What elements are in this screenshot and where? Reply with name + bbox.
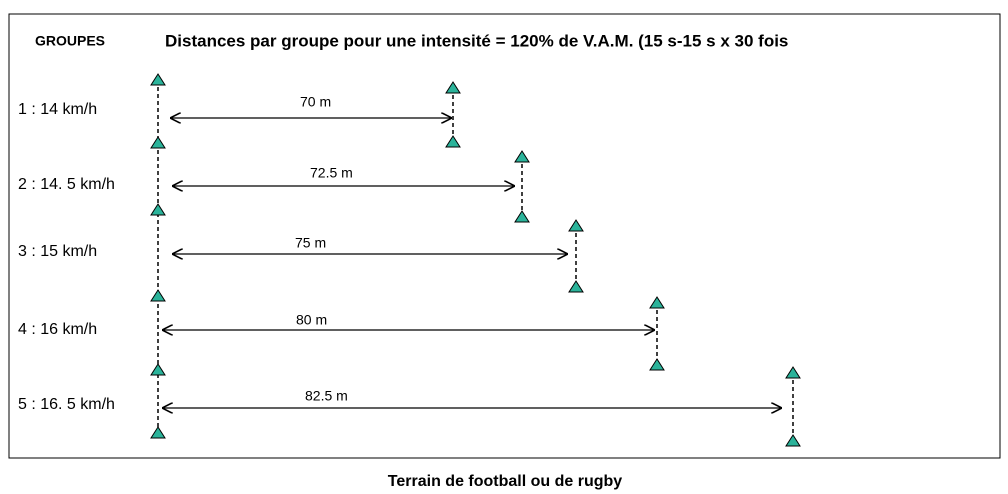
distance-label: 70 m bbox=[300, 94, 331, 110]
cone bbox=[150, 136, 166, 149]
distance-label: 72.5 m bbox=[310, 165, 353, 181]
group-label: 4 : 16 km/h bbox=[18, 321, 97, 338]
cone bbox=[150, 426, 166, 439]
group-label: 2 : 14. 5 km/h bbox=[18, 176, 115, 193]
cone bbox=[649, 358, 665, 371]
distance-label: 82.5 m bbox=[305, 388, 348, 404]
cone bbox=[514, 150, 530, 163]
cone bbox=[785, 434, 801, 447]
cone bbox=[568, 280, 584, 293]
column-header: GROUPES bbox=[35, 33, 105, 49]
footer: Terrain de football ou de rugby bbox=[388, 473, 622, 490]
cone bbox=[445, 135, 461, 148]
cone bbox=[150, 363, 166, 376]
cone bbox=[514, 210, 530, 223]
cone bbox=[785, 366, 801, 379]
distance-label: 80 m bbox=[296, 312, 327, 328]
distance-label: 75 m bbox=[295, 235, 326, 251]
cone bbox=[568, 219, 584, 232]
cone bbox=[150, 289, 166, 302]
cone bbox=[649, 296, 665, 309]
title: Distances par groupe pour une intensité … bbox=[165, 31, 788, 50]
frame bbox=[8, 13, 1001, 459]
cone bbox=[445, 81, 461, 94]
group-label: 3 : 15 km/h bbox=[18, 243, 97, 260]
cone bbox=[150, 203, 166, 216]
group-label: 5 : 16. 5 km/h bbox=[18, 396, 115, 413]
group-label: 1 : 14 km/h bbox=[18, 101, 97, 118]
cone bbox=[150, 73, 166, 86]
